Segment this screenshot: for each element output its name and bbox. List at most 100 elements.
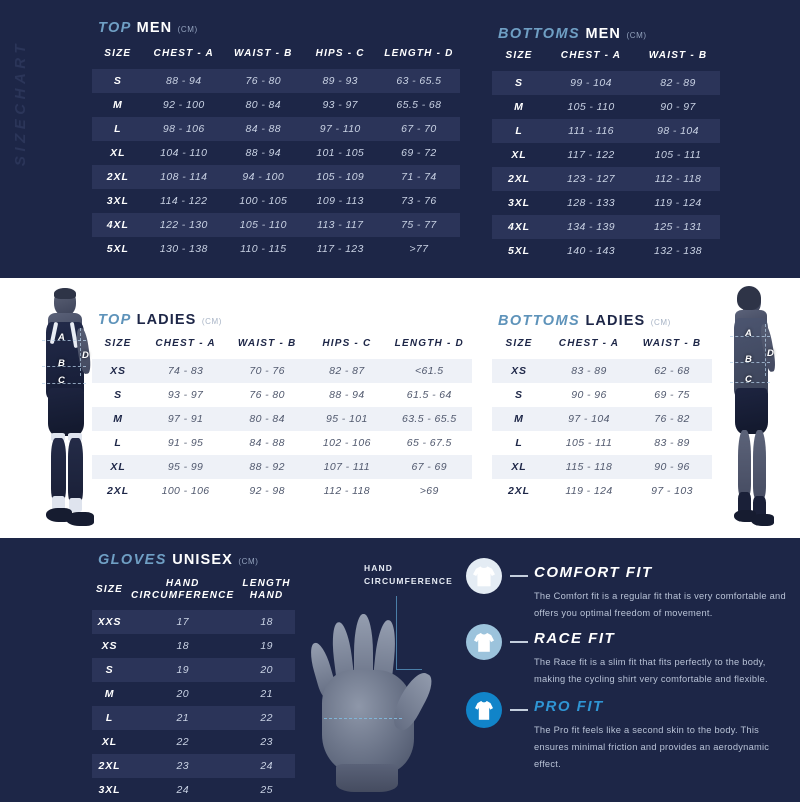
cell-value-4: 71 - 74 (377, 164, 460, 189)
female-leg-right (753, 430, 766, 498)
cell-value-1: 83 - 89 (546, 358, 632, 383)
cell-size: L (492, 118, 546, 143)
column-header-2: LENGTH HAND (242, 578, 291, 601)
table-row: M 97 - 104 76 - 82 (492, 406, 712, 431)
shirt-glyph (475, 700, 493, 720)
cell-value-1: 92 - 100 (162, 98, 205, 111)
cell-size: 3XL (98, 784, 121, 796)
hand-diagram (296, 598, 460, 794)
male-measure-line-d (80, 328, 81, 376)
cell-value-2: 70 - 76 (227, 358, 308, 383)
cell-size: 3XL (106, 194, 129, 207)
cell-value-1: 111 - 116 (546, 118, 636, 143)
table-row: M 105 - 110 90 - 97 (492, 95, 720, 119)
section-title-bottoms-men: BOTTOMS MEN (CM) (498, 26, 647, 42)
table-row: 2XL 23 24 (92, 754, 295, 778)
cell-value-1: 108 - 114 (143, 164, 224, 189)
cell-value-2: 19 (260, 640, 273, 652)
table-row: XS 18 19 (92, 634, 295, 658)
cell-value-4: 61.5 - 64 (406, 388, 452, 401)
cell-value-1: 97 - 104 (546, 406, 632, 431)
cell-value-3: 101 - 105 (316, 146, 365, 159)
section-title-top-men: TOP MEN (CM) (98, 20, 198, 36)
cell-value-2: 88 - 92 (227, 454, 308, 479)
male-hair (54, 288, 76, 299)
female-measure-line-c (730, 382, 770, 383)
title-unit: (CM) (650, 318, 671, 327)
race-fit-title: RACE FIT (534, 630, 616, 647)
column-header-1: CHEST - A (155, 338, 216, 349)
table-row: 2XL 100 - 106 92 - 98 112 - 118 >69 (92, 479, 472, 503)
male-sock-left (52, 496, 65, 510)
section-title-gloves-unisex: GLOVES UNISEX (CM) (98, 552, 258, 568)
comfort-fit-description: The Comfort fit is a regular fit that is… (534, 591, 786, 619)
cell-value-1: 20 (176, 688, 189, 700)
cell-value-3: 88 - 94 (329, 388, 365, 401)
column-header-3: HIPS - C (315, 48, 365, 59)
table-header-row: SIZE CHEST - A WAIST - B HIPS - C LENGTH - D (92, 42, 460, 69)
cell-value-3: 107 - 111 (307, 454, 387, 479)
cell-value-2: 83 - 89 (654, 436, 690, 449)
title-word-2: UNISEX (172, 552, 233, 568)
male-leg-left (51, 438, 66, 500)
cell-size: S (515, 388, 523, 401)
cell-value-1: 19 (127, 658, 239, 682)
title-unit: (CM) (626, 31, 647, 40)
column-header-1: HAND CIRCUMFERENCE (131, 578, 235, 601)
hand-circumference-measure-dash (324, 718, 402, 719)
cell-value-4: >77 (409, 242, 429, 255)
cell-size: XS (492, 358, 546, 383)
cell-value-4: 69 - 72 (401, 146, 437, 159)
cell-value-2: 105 - 110 (223, 212, 303, 237)
cell-value-1: 23 (127, 754, 239, 778)
cell-value-2: 84 - 88 (223, 116, 303, 141)
hand-leader-line-horizontal (396, 669, 422, 670)
section-title-bottoms-ladies: BOTTOMS LADIES (CM) (498, 313, 671, 329)
hand-label-line-1: HAND (364, 563, 393, 573)
table-row: 2XL 123 - 127 112 - 118 (492, 166, 720, 191)
cell-value-3: 97 - 110 (302, 116, 378, 141)
cell-size: M (112, 98, 123, 111)
cell-value-2: 84 - 88 (249, 436, 285, 449)
table-row: XL 117 - 122 105 - 111 (492, 143, 720, 167)
table-header-row: SIZE CHEST - A WAIST - B HIPS - C LENGTH - D (92, 332, 472, 359)
cell-value-2: 105 - 111 (654, 148, 702, 161)
table-header-row: SIZE HAND CIRCUMFERENCE LENGTH HAND (92, 572, 295, 610)
cell-value-4: 65 - 67.5 (406, 436, 452, 449)
column-header-2: WAIST - B (642, 338, 702, 349)
table-row: S 19 20 (92, 658, 295, 682)
cell-value-1: 130 - 138 (159, 242, 208, 255)
female-sock-right (753, 496, 766, 518)
table-row: XL 95 - 99 88 - 92 107 - 111 67 - 69 (92, 454, 472, 479)
table-row: 4XL 122 - 130 105 - 110 113 - 117 75 - 77 (92, 212, 460, 237)
table-row: L 111 - 116 98 - 104 (492, 118, 720, 143)
cell-value-3: 93 - 97 (322, 98, 358, 111)
male-shoe-left (46, 508, 72, 522)
title-word-1: BOTTOMS (498, 313, 581, 329)
male-leg-right (68, 438, 83, 502)
table-row: 3XL 24 25 (92, 778, 295, 802)
table-row: 4XL 134 - 139 125 - 131 (492, 214, 720, 239)
cell-value-2: 62 - 68 (632, 358, 712, 383)
cell-value-4: 67 - 69 (386, 454, 472, 479)
table-row: L 98 - 106 84 - 88 97 - 110 67 - 70 (92, 116, 460, 141)
title-word-2: MEN (585, 26, 621, 42)
table-row: M 92 - 100 80 - 84 93 - 97 65.5 - 68 (92, 93, 460, 117)
cell-value-4: 63 - 65.5 (377, 68, 460, 93)
table-header-row: SIZE CHEST - A WAIST - B (492, 44, 720, 71)
cell-value-2: 20 (238, 658, 295, 682)
cell-value-2: 80 - 84 (227, 406, 308, 431)
cell-size: M (104, 688, 115, 700)
column-header-0: SIZE (104, 338, 132, 349)
female-sock-left (738, 492, 751, 514)
title-word-1: TOP (98, 312, 132, 328)
cell-value-1: 98 - 106 (143, 116, 224, 141)
cell-value-1: 123 - 127 (546, 166, 636, 191)
cell-value-1: 99 - 104 (546, 70, 636, 95)
cell-size: M (92, 406, 145, 431)
column-header-2: WAIST - B (237, 338, 297, 349)
cell-value-3: 89 - 93 (302, 68, 378, 93)
cell-value-1: 22 (176, 736, 189, 748)
cell-value-2: 76 - 80 (249, 388, 285, 401)
cell-value-2: 97 - 103 (651, 484, 693, 497)
